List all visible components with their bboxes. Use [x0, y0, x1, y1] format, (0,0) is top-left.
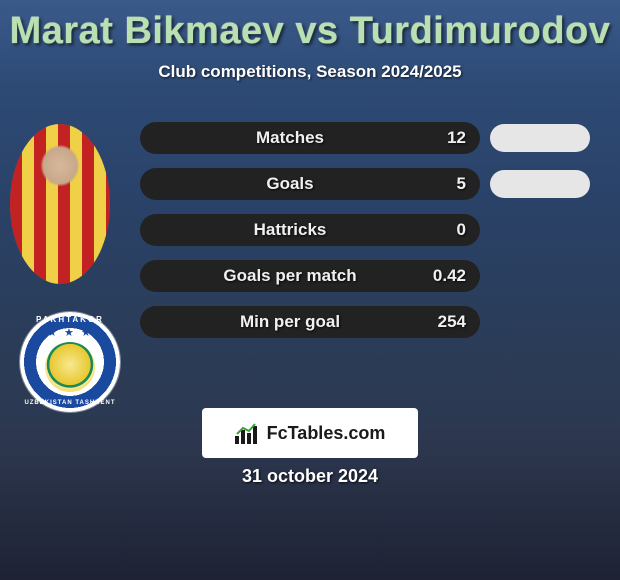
stat-pill-left: Hattricks 0: [140, 214, 480, 246]
stat-pill-left: Matches 12: [140, 122, 480, 154]
stat-row: Hattricks 0: [140, 214, 600, 246]
stat-pill-left: Goals 5: [140, 168, 480, 200]
footer-date: 31 october 2024: [0, 466, 620, 487]
page-subtitle: Club competitions, Season 2024/2025: [0, 62, 620, 82]
stat-value-left: 5: [426, 174, 466, 194]
stat-pill-left: Min per goal 254: [140, 306, 480, 338]
club-badge-top-text: PAKHTAKOR: [36, 315, 104, 324]
club-badge-bottom-text: UZBEKISTAN TASHKENT: [24, 400, 115, 406]
fctables-logo-icon: [235, 422, 261, 444]
stat-row: Min per goal 254: [140, 306, 600, 338]
stat-value-left: 0.42: [426, 266, 466, 286]
footer-brand-text: FcTables.com: [267, 423, 386, 444]
stat-label: Hattricks: [154, 220, 426, 240]
stat-label: Matches: [154, 128, 426, 148]
stat-value-left: 0: [426, 220, 466, 240]
footer-brand-badge: FcTables.com: [202, 408, 418, 458]
stat-label: Min per goal: [154, 312, 426, 332]
stat-row: Goals per match 0.42: [140, 260, 600, 292]
player-photo-left: [10, 124, 110, 284]
stat-value-left: 254: [426, 312, 466, 332]
stat-label: Goals per match: [154, 266, 426, 286]
stat-pill-left: Goals per match 0.42: [140, 260, 480, 292]
stats-container: Matches 12 Goals 5 Hattricks 0 Goals per…: [140, 122, 600, 352]
stat-pill-right: [490, 124, 590, 152]
footer-brand-inner: FcTables.com: [235, 422, 386, 444]
stat-row: Matches 12: [140, 122, 600, 154]
club-badge-stars-icon: ★ ★ ★: [47, 326, 93, 339]
player-photo-image: [10, 124, 110, 284]
stat-value-left: 12: [426, 128, 466, 148]
stat-pill-right: [490, 170, 590, 198]
page-title: Marat Bikmaev vs Turdimurodov: [0, 10, 620, 53]
club-badge-dome-icon: [45, 342, 95, 392]
stat-row: Goals 5: [140, 168, 600, 200]
club-badge: ★ ★ ★ PAKHTAKOR UZBEKISTAN TASHKENT: [20, 312, 120, 412]
stat-label: Goals: [154, 174, 426, 194]
